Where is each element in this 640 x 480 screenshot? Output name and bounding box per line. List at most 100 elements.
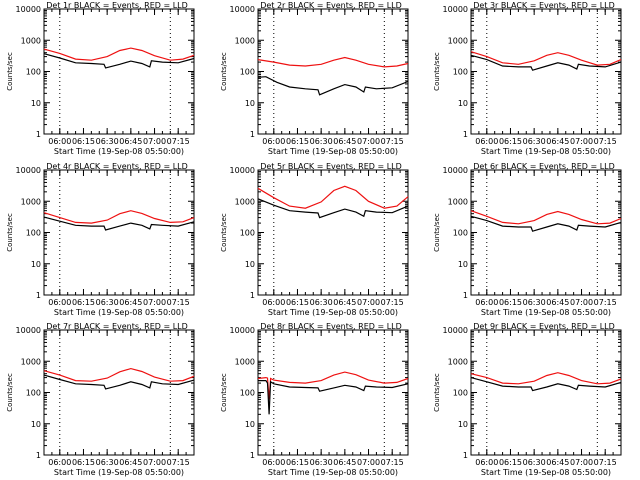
x-axis-label: Start Time (19-Sep-08 05:50:00)	[54, 147, 184, 156]
y-tick-label: 100	[453, 389, 468, 398]
x-tick-label: 06:30	[310, 458, 333, 467]
x-tick-label: 06:00	[48, 137, 71, 146]
x-tick-label: 07:00	[143, 298, 166, 307]
series-line-events	[257, 76, 409, 96]
chart-panel-1: 1 10 100 1000 10000 06:00 06:15 06:30 06:45 07:00…	[6, 1, 195, 156]
x-tick-label: 07:15	[167, 458, 190, 467]
chart-panel-4: 1 10 100 1000 10000 06:00 06:15 06:30 06:45 07:00…	[6, 162, 195, 317]
series-line-lld	[257, 185, 409, 209]
y-tick-label: 10	[245, 420, 255, 429]
chart-title: Det 1r BLACK = Events, RED = LLD	[46, 1, 188, 10]
y-tick-label: 100	[240, 229, 255, 238]
chart-panel-2: 1 10 100 1000 10000 06:00 06:15 06:30 06:45 07:00…	[220, 1, 409, 156]
x-tick-label: 06:00	[48, 298, 71, 307]
y-tick-label: 1000	[235, 197, 255, 206]
x-tick-label: 06:45	[119, 298, 142, 307]
y-tick-label: 10000	[443, 5, 468, 14]
y-tick-label: 1	[463, 291, 468, 300]
series-line-lld	[43, 47, 195, 61]
x-tick-label: 07:15	[167, 137, 190, 146]
y-tick-label: 1	[250, 130, 255, 139]
x-tick-label: 06:15	[72, 458, 95, 467]
y-tick-label: 10	[245, 260, 255, 269]
y-tick-label: 1	[36, 451, 41, 460]
y-axis-label: Counts/sec	[433, 213, 441, 252]
x-tick-label: 07:15	[594, 458, 617, 467]
x-tick-label: 07:15	[594, 137, 617, 146]
x-tick-label: 07:15	[594, 298, 617, 307]
y-axis-label: Counts/sec	[6, 52, 14, 91]
y-tick-label: 100	[240, 389, 255, 398]
x-tick-label: 06:45	[119, 137, 142, 146]
x-tick-label: 06:45	[546, 137, 569, 146]
x-tick-label: 07:15	[381, 458, 404, 467]
plot-frame	[257, 329, 409, 456]
y-tick-label: 100	[453, 229, 468, 238]
x-axis-label: Start Time (19-Sep-08 05:50:00)	[481, 147, 611, 156]
y-tick-label: 10000	[230, 5, 255, 14]
y-axis-label: Counts/sec	[220, 213, 228, 252]
series-line-events	[43, 53, 195, 69]
x-tick-label: 07:15	[381, 137, 404, 146]
plot-frame	[43, 8, 195, 135]
x-tick-label: 07:15	[167, 298, 190, 307]
x-tick-label: 06:00	[475, 298, 498, 307]
x-axis-label: Start Time (19-Sep-08 05:50:00)	[268, 147, 398, 156]
series-line-lld	[470, 210, 622, 225]
y-tick-label: 1000	[21, 36, 41, 45]
x-tick-label: 06:45	[333, 298, 356, 307]
y-tick-label: 1000	[21, 357, 41, 366]
y-tick-label: 1000	[235, 357, 255, 366]
x-tick-label: 06:15	[499, 137, 522, 146]
y-axis-label: Counts/sec	[220, 373, 228, 412]
y-tick-label: 1000	[448, 197, 468, 206]
x-tick-label: 06:30	[310, 137, 333, 146]
plot-frame	[470, 169, 622, 296]
x-axis-label: Start Time (19-Sep-08 05:50:00)	[481, 468, 611, 477]
x-tick-label: 06:45	[333, 458, 356, 467]
plot-frame	[257, 169, 409, 296]
y-tick-label: 10	[245, 99, 255, 108]
series-line-events	[470, 377, 622, 392]
chart-panel-6: 1 10 100 1000 10000 06:00 06:15 06:30 06:45 07:00…	[433, 162, 622, 317]
y-tick-label: 10	[458, 420, 468, 429]
x-tick-label: 07:00	[143, 137, 166, 146]
chart-panel-9: 1 10 100 1000 10000 06:00 06:15 06:30 06:45 07:00…	[433, 322, 622, 477]
series-line-lld	[470, 51, 622, 66]
y-tick-label: 1000	[235, 36, 255, 45]
y-tick-label: 1000	[448, 36, 468, 45]
y-tick-label: 10000	[230, 166, 255, 175]
x-tick-label: 06:15	[499, 298, 522, 307]
chart-panel-3: 1 10 100 1000 10000 06:00 06:15 06:30 06:45 07:00…	[433, 1, 622, 156]
x-tick-label: 07:00	[357, 137, 380, 146]
y-axis-label: Counts/sec	[433, 52, 441, 91]
x-tick-label: 06:00	[48, 458, 71, 467]
series-line-lld	[43, 367, 195, 382]
x-tick-label: 06:00	[262, 137, 285, 146]
x-tick-label: 06:15	[286, 137, 309, 146]
chart-title: Det 7r BLACK = Events, RED = LLD	[46, 322, 188, 331]
y-tick-label: 100	[26, 68, 41, 77]
x-tick-label: 07:15	[381, 298, 404, 307]
x-tick-label: 06:15	[286, 298, 309, 307]
series-line-events	[43, 216, 195, 231]
y-tick-label: 10000	[16, 326, 41, 335]
plot-frame	[257, 8, 409, 135]
chart-title: Det 3r BLACK = Events, RED = LLD	[473, 1, 615, 10]
x-tick-label: 06:45	[546, 458, 569, 467]
y-tick-label: 100	[240, 68, 255, 77]
y-tick-label: 10000	[16, 166, 41, 175]
x-tick-label: 06:30	[96, 298, 119, 307]
series-line-lld	[470, 372, 622, 385]
y-tick-label: 1	[250, 291, 255, 300]
x-tick-label: 06:45	[333, 137, 356, 146]
y-tick-label: 1	[36, 130, 41, 139]
y-tick-label: 10	[31, 420, 41, 429]
y-tick-label: 1000	[448, 357, 468, 366]
x-tick-label: 06:30	[523, 137, 546, 146]
series-line-events	[43, 374, 195, 390]
x-tick-label: 06:15	[499, 458, 522, 467]
chart-panel-8: 1 10 100 1000 10000 06:00 06:15 06:30 06:45 07:00…	[220, 322, 409, 477]
plot-frame	[470, 329, 622, 456]
y-tick-label: 10	[458, 99, 468, 108]
